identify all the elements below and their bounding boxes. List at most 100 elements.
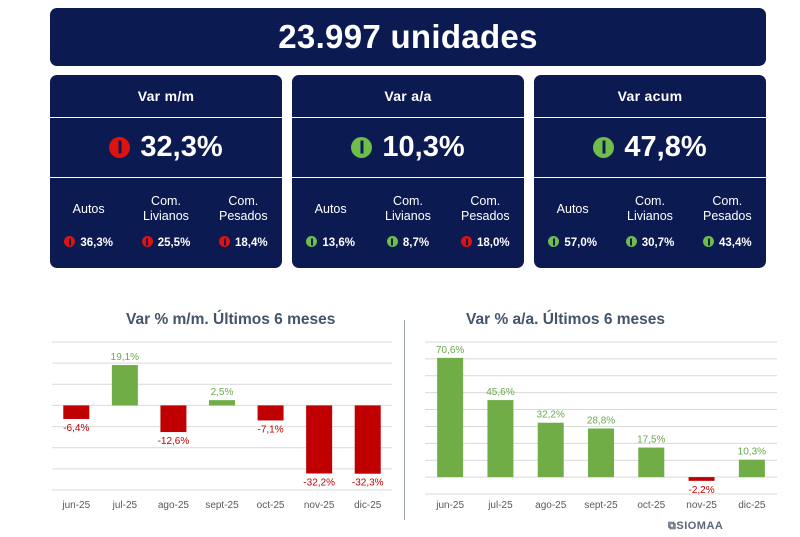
total-units-value: 23.997 unidades (278, 18, 538, 55)
divider (534, 117, 766, 118)
trend-arrow-icon (351, 136, 373, 158)
trend-arrow-icon (109, 136, 131, 158)
data-label: 10,3% (738, 447, 766, 458)
x-tick-label: nov-25 (304, 500, 335, 511)
brand-text: SIOMAA (676, 520, 724, 532)
divider (50, 117, 282, 118)
bar-jul-25 (487, 400, 514, 478)
card-var-mm: Var m/m 32,3% Autos Com. Livianos Com. Pes… (50, 75, 282, 268)
x-tick-label: sept-25 (584, 500, 618, 511)
data-label: -12,6% (158, 436, 190, 447)
sub-label-autos: Autos (314, 201, 347, 216)
divider (50, 177, 282, 178)
bar-jun-25 (63, 405, 90, 419)
bar-nov-25 (688, 477, 715, 481)
x-tick-label: dic-25 (738, 500, 766, 511)
card-title: Var acum (617, 88, 683, 104)
sub-value-com-pesados: 18,0% (447, 236, 524, 252)
data-label: -7,1% (258, 424, 284, 435)
x-tick-label: sept-25 (205, 500, 239, 511)
bar-oct-25 (257, 405, 284, 421)
sub-value-com-livianos: 25,5% (127, 236, 204, 252)
divider (292, 177, 524, 178)
main-value: 47,8% (624, 130, 707, 163)
sub-label-com-pesados: Com. Pesados (460, 194, 510, 223)
sub-label-com-pesados: Com. Pesados (702, 194, 752, 223)
sub-value-com-livianos: 30,7% (611, 236, 688, 252)
total-units-banner: 23.997 unidades (50, 8, 766, 66)
bar-sept-25 (209, 400, 235, 406)
sub-label-com-livianos: Com. Livianos (143, 194, 189, 223)
x-tick-label: jul-25 (487, 500, 513, 511)
data-label: 45,6% (486, 387, 514, 398)
trend-arrow-icon (461, 236, 473, 247)
bar-chart-mm: -6,4% jun-25 19,1% jul-25 -12,6% ago-25 2,5% se… (52, 341, 392, 511)
bar-chart-aa: 70,6% jun-25 45,6% jul-25 32,2% ago-25 28,8% se… (425, 341, 777, 511)
data-label: 70,6% (436, 345, 464, 356)
x-tick-label: nov-25 (686, 500, 717, 511)
data-label: -2,2% (689, 485, 715, 496)
data-label: 19,1% (111, 352, 139, 363)
data-label: -6,4% (63, 423, 89, 434)
x-tick-label: oct-25 (257, 500, 285, 511)
trend-arrow-icon (141, 236, 153, 247)
brand-logo: ⧉SIOMAA (668, 520, 724, 532)
sub-label-com-pesados: Com. Pesados (218, 194, 268, 223)
bar-nov-25 (306, 405, 333, 474)
card-var-aa: Var a/a 10,3% Autos Com. Livianos Com. Pes… (292, 75, 524, 268)
sub-value-autos: 36,3% (50, 236, 127, 252)
sub-value-com-pesados: 18,4% (205, 236, 282, 252)
sub-label-com-livianos: Com. Livianos (385, 194, 431, 223)
sub-label-autos: Autos (556, 201, 589, 216)
bar-ago-25 (160, 405, 187, 433)
divider (534, 177, 766, 178)
data-label: 2,5% (211, 387, 234, 398)
card-main-metric: 32,3% (50, 127, 282, 167)
sub-label-autos: Autos (72, 201, 105, 216)
sub-value-com-livianos: 8,7% (369, 236, 446, 252)
divider (292, 117, 524, 118)
x-tick-label: jun-25 (61, 500, 90, 511)
data-label: 17,5% (637, 435, 665, 446)
card-title: Var m/m (137, 88, 195, 104)
bar-jul-25 (111, 365, 138, 406)
trend-arrow-icon (548, 236, 560, 247)
bar-jun-25 (437, 357, 464, 478)
bar-dic-25 (354, 405, 381, 474)
card-main-metric: 10,3% (292, 127, 524, 167)
trend-arrow-icon (703, 236, 715, 247)
data-label: -32,3% (352, 478, 384, 489)
x-tick-label: jul-25 (112, 500, 138, 511)
bar-sept-25 (588, 428, 614, 478)
bar-oct-25 (638, 447, 665, 478)
sub-label-com-livianos: Com. Livianos (627, 194, 673, 223)
main-value: 32,3% (140, 130, 223, 163)
card-var-acum: Var acum 47,8% Autos Com. Livianos Com. Pe… (534, 75, 766, 268)
bar-ago-25 (537, 422, 564, 478)
x-tick-label: ago-25 (158, 500, 190, 511)
trend-arrow-icon (306, 236, 318, 247)
trend-arrow-icon (64, 236, 76, 247)
x-tick-label: jun-25 (435, 500, 464, 511)
trend-arrow-icon (625, 236, 637, 247)
data-label: 32,2% (537, 410, 565, 421)
chart-title-mm: Var % m/m. Últimos 6 meses (126, 311, 336, 328)
trend-arrow-icon (219, 236, 231, 247)
data-label: 28,8% (587, 415, 615, 426)
card-main-metric: 47,8% (534, 127, 766, 167)
x-tick-label: oct-25 (637, 500, 665, 511)
data-label: -32,2% (303, 478, 335, 489)
trend-arrow-icon (386, 236, 398, 247)
sub-value-autos: 13,6% (292, 236, 369, 252)
chart-divider (404, 320, 405, 520)
sub-value-autos: 57,0% (534, 236, 611, 252)
card-title: Var a/a (384, 88, 432, 104)
bar-dic-25 (738, 459, 765, 478)
x-tick-label: ago-25 (535, 500, 567, 511)
sub-value-com-pesados: 43,4% (689, 236, 766, 252)
chart-title-aa: Var % a/a. Últimos 6 meses (466, 311, 666, 328)
trend-arrow-icon (593, 136, 615, 158)
main-value: 10,3% (382, 130, 465, 163)
x-tick-label: dic-25 (354, 500, 382, 511)
